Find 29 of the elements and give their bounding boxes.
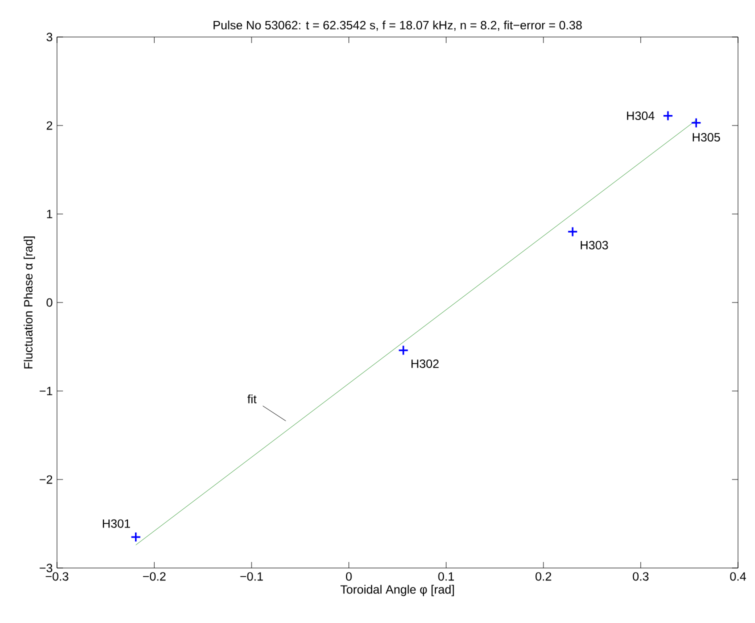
point <box>398 344 409 356</box>
y-tick-label: −3 <box>40 564 52 572</box>
x-tick-label: −0.2 <box>143 572 166 581</box>
y-tick-label: 3 <box>46 32 52 42</box>
y-tick-label: −2 <box>40 475 52 484</box>
annotation: H301 <box>102 519 130 528</box>
chart-title: Pulse No 53062: t = 62.3542 s, f = 18.07 kHz, n = 8.2, fit−error = 0.38 <box>214 20 582 31</box>
x-tick-label: −0.3 <box>46 572 68 581</box>
x-axis-title: Toroidal Angle φ [rad] <box>340 584 454 596</box>
annotation: fit <box>247 394 257 404</box>
point <box>567 226 578 237</box>
x-tick-label: 0.1 <box>438 572 454 581</box>
point <box>662 110 674 122</box>
point <box>130 532 142 542</box>
x-tick-label: −0.1 <box>240 572 263 581</box>
y-tick-label: 2 <box>46 121 52 130</box>
annotation: H303 <box>580 240 608 250</box>
annotation: H305 <box>692 133 720 142</box>
y-axis-title: Fluctuation Phase α [rad] <box>24 236 35 368</box>
x-tick-label: 0.4 <box>730 572 746 581</box>
annotation: H302 <box>412 359 439 368</box>
x-tick-label: 0.3 <box>632 572 649 581</box>
point <box>690 118 702 128</box>
y-tick-label: 1 <box>47 210 52 218</box>
annotation: H304 <box>627 112 654 120</box>
y-tick-label: −1 <box>40 386 52 396</box>
x-tick-label: 0.2 <box>536 572 552 581</box>
x-tick-label: 0 <box>346 572 352 581</box>
y-tick-label: 0 <box>46 298 52 307</box>
